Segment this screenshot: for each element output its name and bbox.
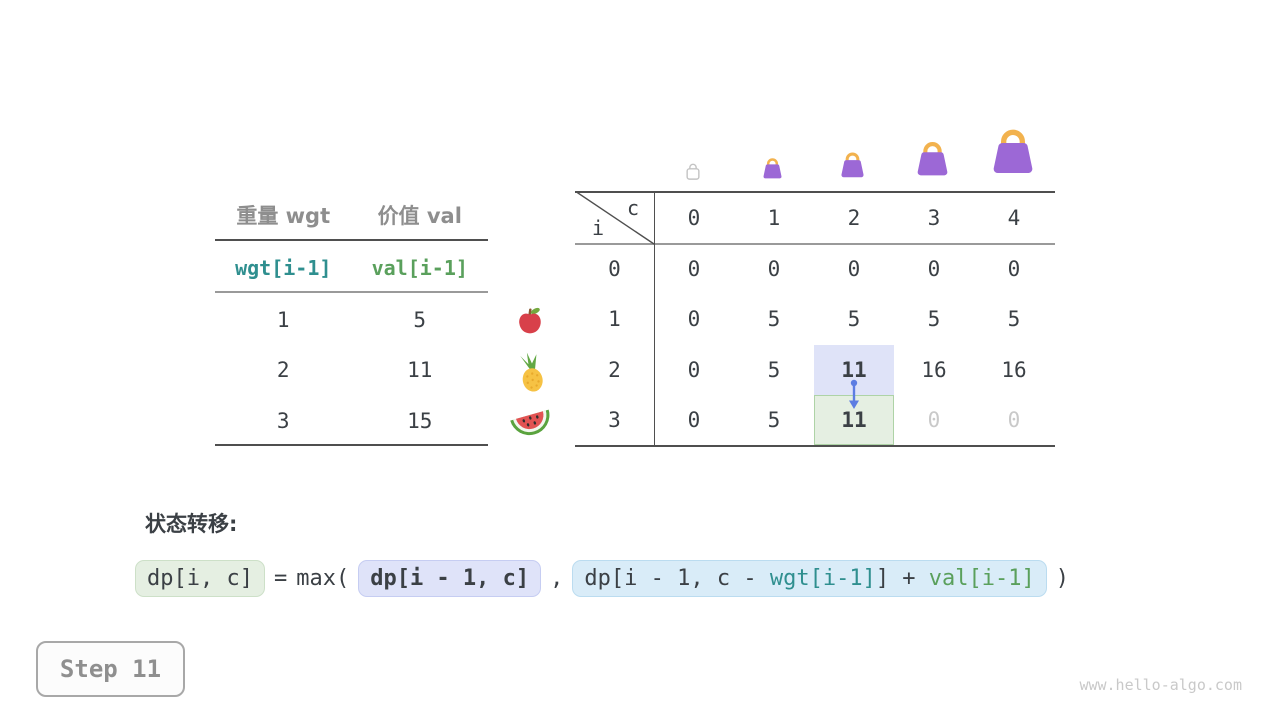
dp-cell-r1c2: 5	[847, 307, 861, 332]
items-table-header: 重量 wgt 价值 val	[215, 194, 488, 236]
bag-capacity-1-icon	[763, 158, 782, 179]
wgt-index-label: wgt[i-1]	[235, 256, 332, 280]
items-table-mid-rule	[215, 291, 488, 293]
dp-cell-r0c4: 0	[1007, 257, 1021, 282]
dp-cell-r2c0: 0	[687, 357, 701, 382]
item-1-value: 5	[413, 308, 427, 333]
col-header-0: 0	[687, 205, 701, 230]
dp-cell-r1c0: 0	[687, 307, 701, 332]
dp-cell-r1c1: 5	[767, 307, 781, 332]
dp-table-top-rule	[575, 191, 1055, 193]
dp-cell-r3c2-target-highlight: 11	[814, 394, 894, 445]
bag-capacity-0-icon	[686, 163, 700, 180]
val-index-label: val[i-1]	[371, 256, 468, 280]
bag-capacity-4-icon	[993, 129, 1033, 173]
dp-cell-r1c4: 5	[1007, 307, 1021, 332]
dp-cell-r1c3: 5	[927, 307, 941, 332]
dp-table-vertical-rule	[653, 191, 655, 447]
dp-grid: 0 0 0 0 0 0 1 0 5 5 5 5 2 0 5 11 16 16 3…	[575, 244, 1054, 445]
dp-cell-r0c3: 0	[927, 257, 941, 282]
bag-capacity-2-icon	[841, 152, 864, 178]
formula-equals: =	[273, 566, 288, 591]
dp-cell-r2c3: 16	[921, 357, 947, 382]
formula-arg2-wgt: wgt[i-1]	[769, 566, 876, 591]
items-table-index-row: wgt[i-1] val[i-1]	[215, 246, 488, 290]
corner-col-label: c	[626, 196, 640, 220]
col-header-2: 2	[847, 205, 861, 230]
items-table-rows: 1 5 2 11 3 15	[215, 295, 488, 446]
corner-row-label: i	[591, 216, 605, 240]
row-header-3: 3	[608, 407, 621, 432]
item-1-weight: 1	[276, 308, 290, 333]
dp-cell-r0c1: 0	[767, 257, 781, 282]
dp-table-corner-diagonal	[575, 191, 655, 245]
item-2-weight: 2	[276, 358, 290, 383]
dp-col-headers: 0 1 2 3 4	[575, 192, 1054, 243]
transition-formula: dp[i, c] = max( dp[i - 1, c] , dp[i - 1,…	[135, 560, 1078, 597]
formula-arg2: dp[i - 1, c - wgt[i-1]] + val[i-1]	[572, 560, 1047, 597]
dp-table-header-rule	[575, 243, 1055, 245]
formula-arg2-pre: dp[i - 1, c -	[584, 566, 770, 591]
formula-arg2-val: val[i-1]	[928, 566, 1035, 591]
item-3-value: 15	[407, 408, 433, 433]
row-header-2: 2	[608, 357, 621, 382]
dp-cell-r2c1: 5	[767, 357, 781, 382]
watermark: www.hello-algo.com	[1079, 676, 1242, 694]
watermelon-icon	[510, 409, 550, 436]
dp-cell-r3c1: 5	[767, 407, 781, 432]
items-table-top-rule	[215, 239, 488, 241]
row-header-0: 0	[608, 257, 621, 282]
pineapple-icon	[520, 352, 543, 392]
formula-lhs: dp[i, c]	[135, 560, 265, 597]
dp-cell-r2c4: 16	[1001, 357, 1027, 382]
item-3-weight: 3	[276, 408, 290, 433]
bag-capacity-3-icon	[917, 142, 948, 176]
step-badge: Step 11	[36, 641, 185, 697]
formula-arg1: dp[i - 1, c]	[358, 560, 542, 597]
col-header-3: 3	[927, 205, 941, 230]
transition-label: 状态转移:	[145, 512, 238, 536]
item-2-value: 11	[407, 358, 433, 383]
formula-max-open: max(	[296, 566, 350, 591]
dp-table-bottom-rule	[575, 445, 1055, 447]
dp-cell-r0c0: 0	[687, 257, 701, 282]
value-column-header: 价值 val	[377, 204, 462, 228]
formula-arg2-mid: ] +	[875, 566, 929, 591]
dp-cell-r3c0: 0	[687, 407, 701, 432]
weight-column-header: 重量 wgt	[236, 204, 331, 228]
items-table-bottom-rule	[215, 444, 488, 446]
transition-arrow-icon	[849, 379, 859, 409]
dp-cell-r0c2: 0	[847, 257, 861, 282]
col-header-4: 4	[1007, 205, 1021, 230]
dp-cell-r3c3: 0	[927, 407, 941, 432]
row-header-1: 1	[608, 307, 621, 332]
dp-cell-r3c4: 0	[1007, 407, 1021, 432]
corner-cell	[575, 192, 654, 243]
formula-close-paren: )	[1055, 566, 1070, 591]
formula-comma: ,	[550, 566, 564, 591]
apple-icon	[519, 307, 541, 334]
col-header-1: 1	[767, 205, 781, 230]
